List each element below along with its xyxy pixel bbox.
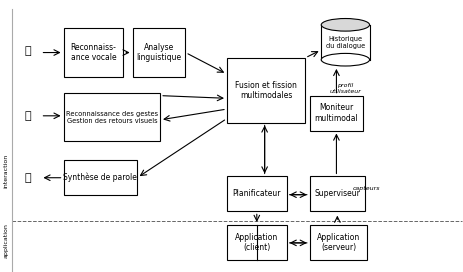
Text: application: application [4, 224, 8, 258]
Text: 📖: 📖 [25, 111, 31, 121]
Text: Fusion et fission
multimodales: Fusion et fission multimodales [235, 81, 297, 100]
Text: Moniteur
multimodal: Moniteur multimodal [314, 103, 358, 123]
Ellipse shape [321, 18, 369, 31]
FancyBboxPatch shape [227, 58, 305, 123]
FancyBboxPatch shape [227, 225, 287, 260]
Text: Reconnaissance des gestes
Gestion des retours visuels: Reconnaissance des gestes Gestion des re… [66, 111, 158, 124]
Ellipse shape [321, 53, 369, 66]
Text: Historique
du dialogue: Historique du dialogue [326, 36, 365, 49]
Text: 🎤: 🎤 [25, 46, 31, 56]
FancyBboxPatch shape [63, 160, 137, 195]
Text: profil
utilisateur: profil utilisateur [330, 84, 362, 94]
Text: Synthèse de parole: Synthèse de parole [63, 173, 137, 183]
Text: 🔊: 🔊 [25, 173, 31, 183]
Text: Reconnaiss-
ance vocale: Reconnaiss- ance vocale [70, 43, 116, 62]
FancyBboxPatch shape [310, 96, 363, 131]
FancyBboxPatch shape [310, 225, 367, 260]
Bar [321, 25, 369, 60]
Text: interaction: interaction [4, 154, 8, 188]
Text: Application
(client): Application (client) [235, 233, 278, 252]
FancyBboxPatch shape [310, 176, 365, 211]
Text: Superviseur: Superviseur [314, 189, 360, 198]
FancyBboxPatch shape [63, 28, 123, 77]
Text: Analyse
linguistique: Analyse linguistique [137, 43, 181, 62]
Text: Application
(serveur): Application (serveur) [317, 233, 360, 252]
FancyBboxPatch shape [132, 28, 186, 77]
Text: capteurs: capteurs [353, 186, 380, 191]
FancyBboxPatch shape [63, 93, 160, 141]
Text: Planificateur: Planificateur [232, 189, 281, 198]
FancyBboxPatch shape [227, 176, 287, 211]
